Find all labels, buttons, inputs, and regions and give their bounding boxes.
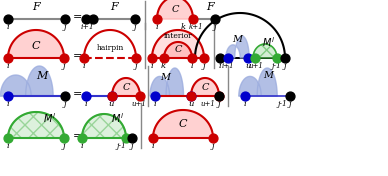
Polygon shape [239,68,277,96]
Text: F: F [206,2,214,12]
Text: u+1: u+1 [249,62,263,70]
Text: i: i [7,100,9,108]
Text: C: C [32,41,40,51]
Polygon shape [226,36,249,58]
Text: $M^l$: $M^l$ [43,111,57,125]
Text: interior: interior [164,32,192,40]
Text: u: u [108,100,114,108]
Polygon shape [8,112,64,138]
Polygon shape [150,68,184,96]
Text: M: M [232,36,242,45]
Polygon shape [157,0,193,19]
Text: j: j [212,142,214,150]
Polygon shape [191,78,219,96]
Text: $M^l$: $M^l$ [263,35,275,49]
Text: k+1: k+1 [189,23,203,31]
Text: i+1: i+1 [222,62,234,70]
Text: i: i [83,62,85,70]
Text: M: M [160,74,170,83]
Text: i: i [7,62,9,70]
Text: i: i [7,23,9,31]
Text: u: u [245,62,251,70]
Text: F: F [111,2,118,12]
Polygon shape [0,66,53,96]
Text: C: C [171,5,179,14]
Text: i: i [152,142,154,150]
Polygon shape [112,78,140,96]
Polygon shape [152,30,204,58]
Polygon shape [8,30,64,58]
Text: $M^l$: $M^l$ [111,111,125,125]
Text: F: F [33,2,40,12]
Text: j: j [131,142,133,150]
Text: k: k [160,62,166,70]
Polygon shape [253,44,277,58]
Text: u+1: u+1 [201,100,215,108]
Text: j: j [214,23,217,31]
Text: hairpin: hairpin [96,44,124,52]
Text: j-1: j-1 [271,62,281,70]
Text: j: j [218,100,220,108]
Polygon shape [164,42,192,58]
Text: i: i [81,142,83,150]
Text: j: j [284,62,286,70]
Text: i: i [219,62,221,70]
Polygon shape [153,110,213,138]
Text: C: C [201,83,209,92]
Text: i: i [151,62,153,70]
Text: j: j [64,23,66,31]
Text: j: j [134,23,136,31]
Text: j: j [135,62,137,70]
Text: i: i [85,100,87,108]
Text: i: i [156,23,158,31]
Text: i: i [7,142,9,150]
Text: u: u [188,100,194,108]
Text: j-1: j-1 [116,142,126,150]
Text: =: = [73,89,83,99]
Polygon shape [82,114,126,138]
Text: j: j [63,142,65,150]
Text: i: i [244,100,246,108]
Text: M: M [36,71,48,81]
Text: i+1: i+1 [80,23,94,31]
Text: =: = [73,12,83,22]
Text: C: C [174,46,182,55]
Text: j: j [203,62,205,70]
Text: =: = [73,51,83,61]
Text: j: j [64,100,66,108]
Text: l: l [191,62,193,70]
Text: u+1: u+1 [132,100,146,108]
Text: j-1: j-1 [277,100,287,108]
Text: C: C [122,83,130,92]
Text: C: C [179,119,187,129]
Text: M: M [263,71,273,80]
Text: =: = [73,131,83,141]
Text: k: k [180,23,185,31]
Text: j: j [289,100,291,108]
Text: j: j [63,62,65,70]
Text: i: i [154,100,156,108]
